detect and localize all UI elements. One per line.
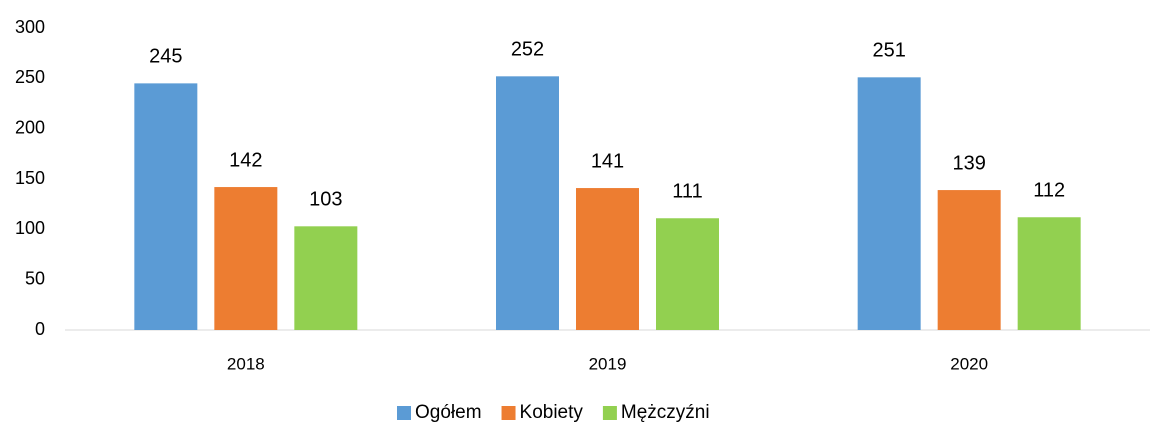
bar <box>294 226 358 330</box>
data-label: 103 <box>309 189 342 211</box>
legend-swatch <box>602 406 617 420</box>
legend-label: Ogółem <box>415 402 482 423</box>
x-tick-label: 2018 <box>227 354 265 373</box>
y-tick-label: 250 <box>15 67 45 87</box>
legend-swatch <box>397 406 411 420</box>
legend-swatch <box>501 406 516 420</box>
x-tick-label: 2020 <box>950 354 988 373</box>
y-tick-label: 50 <box>25 268 45 288</box>
data-label: 111 <box>672 181 702 203</box>
data-label: 141 <box>591 150 624 172</box>
y-tick-label: 0 <box>35 319 45 339</box>
data-label: 252 <box>511 39 544 61</box>
bar <box>1017 217 1081 330</box>
legend-label: Kobiety <box>520 402 584 423</box>
data-label: 112 <box>1033 180 1065 202</box>
bar <box>937 190 1001 330</box>
bar <box>857 77 921 331</box>
data-label: 139 <box>952 152 985 174</box>
legend-label: Mężczyźni <box>621 402 710 423</box>
data-label: 245 <box>149 46 182 68</box>
data-label: 251 <box>872 40 905 62</box>
bar <box>656 218 719 330</box>
bar <box>576 188 639 330</box>
x-tick-label: 2019 <box>589 354 627 373</box>
bar <box>134 83 198 330</box>
y-tick-label: 150 <box>15 168 45 188</box>
y-tick-label: 100 <box>15 218 45 238</box>
bar <box>214 187 278 330</box>
bar <box>496 76 559 330</box>
y-tick-label: 200 <box>15 117 45 137</box>
y-tick-label: 300 <box>15 17 45 37</box>
data-label: 142 <box>229 149 262 171</box>
